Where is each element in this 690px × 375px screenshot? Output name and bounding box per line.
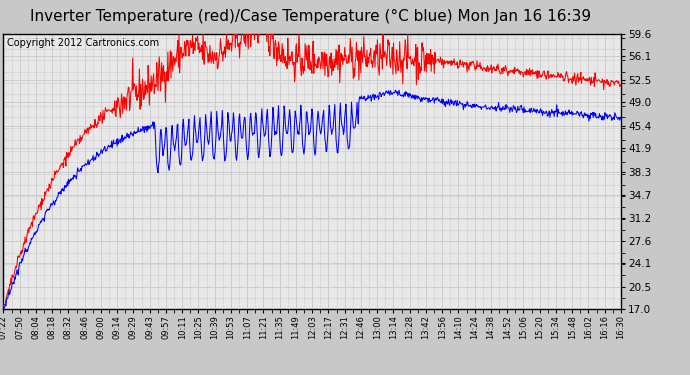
- Text: Inverter Temperature (red)/Case Temperature (°C blue) Mon Jan 16 16:39: Inverter Temperature (red)/Case Temperat…: [30, 9, 591, 24]
- Text: Copyright 2012 Cartronics.com: Copyright 2012 Cartronics.com: [6, 38, 159, 48]
